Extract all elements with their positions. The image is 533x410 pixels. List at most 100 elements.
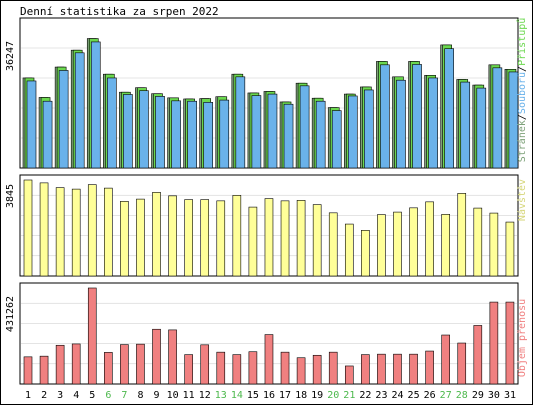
visits-bar-day-10 xyxy=(168,195,177,277)
day-label-15: 15 xyxy=(247,390,259,401)
kbytes-bar-day-29 xyxy=(473,325,483,385)
hits-bar-day-30 xyxy=(492,67,503,169)
day-label-27: 27 xyxy=(440,390,452,401)
day-label-13: 13 xyxy=(215,390,227,401)
hits-bar-day-2 xyxy=(42,100,53,169)
visits-bar-day-16 xyxy=(264,198,274,277)
visits-bar-day-25 xyxy=(409,207,418,277)
hits-bar-day-1 xyxy=(26,80,37,169)
day-label-31: 31 xyxy=(504,390,516,401)
kbytes-bar-day-10 xyxy=(168,329,177,385)
kbytes-bar-day-3 xyxy=(55,344,65,385)
visits-bar-day-18 xyxy=(296,200,306,277)
bot-max-label: 431262 xyxy=(5,296,16,332)
kbytes-bar-day-31 xyxy=(505,301,515,385)
hits-bar-day-21 xyxy=(347,95,358,169)
visits-bar-day-12 xyxy=(200,199,210,277)
hits-bar-day-10 xyxy=(171,100,181,169)
day-label-8: 8 xyxy=(137,390,143,401)
kbytes-bar-day-30 xyxy=(489,301,499,385)
visits-bar-day-5 xyxy=(87,184,97,277)
visits-bar-day-28 xyxy=(457,193,467,277)
kbytes-bar-day-11 xyxy=(184,354,193,385)
kbytes-bar-day-12 xyxy=(200,344,210,385)
hits-bar-day-31 xyxy=(508,71,519,169)
hits-bar-day-29 xyxy=(476,87,487,169)
kbytes-bar-day-13 xyxy=(216,351,226,385)
visits-bar-day-4 xyxy=(71,188,81,277)
day-label-30: 30 xyxy=(488,390,500,401)
day-label-11: 11 xyxy=(183,390,195,401)
day-label-5: 5 xyxy=(89,390,95,401)
hits-bar-day-13 xyxy=(219,99,230,169)
visits-bar-day-1 xyxy=(23,179,33,277)
hits-bar-day-15 xyxy=(251,95,262,169)
day-label-9: 9 xyxy=(154,390,160,401)
visits-bar-day-11 xyxy=(184,199,193,277)
day-label-7: 7 xyxy=(121,390,127,401)
hits-bar-day-22 xyxy=(364,89,374,169)
day-label-12: 12 xyxy=(199,390,211,401)
hits-bar-day-20 xyxy=(331,110,342,169)
kbytes-bar-day-14 xyxy=(232,354,242,385)
day-label-3: 3 xyxy=(57,390,63,401)
day-label-18: 18 xyxy=(295,390,307,401)
visits-bar-day-21 xyxy=(344,223,354,277)
visits-bar-day-23 xyxy=(377,214,386,277)
visits-bar-day-19 xyxy=(312,204,322,277)
hits-bar-day-12 xyxy=(203,102,214,169)
kbytes-bar-day-8 xyxy=(136,343,145,385)
kbytes-bar-day-19 xyxy=(312,354,322,385)
day-label-26: 26 xyxy=(424,390,436,401)
kbytes-bar-day-22 xyxy=(361,354,370,385)
hits-bar-day-8 xyxy=(139,90,149,169)
legend-visits: Návštěv xyxy=(516,179,528,221)
visits-bar-day-24 xyxy=(393,211,402,277)
day-label-21: 21 xyxy=(343,390,355,401)
chart-title: Denní statistika za srpen 2022 xyxy=(20,5,219,18)
visits-bar-day-13 xyxy=(216,200,226,277)
visits-bar-day-30 xyxy=(489,212,499,277)
kbytes-bar-day-27 xyxy=(441,334,450,385)
hits-bar-day-25 xyxy=(412,64,422,169)
kbytes-bar-day-17 xyxy=(280,351,290,385)
kbytes-bar-day-21 xyxy=(344,365,354,385)
visits-bar-day-9 xyxy=(152,192,161,277)
hits-bar-day-6 xyxy=(107,77,117,169)
legend-hits: Přístupů xyxy=(516,18,528,66)
visits-bar-day-3 xyxy=(55,187,65,277)
kbytes-bar-day-5 xyxy=(87,287,97,385)
kbytes-bar-day-24 xyxy=(393,353,402,385)
kbytes-bar-day-23 xyxy=(377,353,386,385)
hits-bar-day-4 xyxy=(74,52,85,169)
day-label-17: 17 xyxy=(279,390,291,401)
visits-bar-day-17 xyxy=(280,200,290,277)
mid-max-label: 3845 xyxy=(5,184,16,208)
day-label-19: 19 xyxy=(311,390,323,401)
legend-top: Stránek/Souborů/Přístupů xyxy=(516,18,528,163)
day-label-16: 16 xyxy=(263,390,275,401)
visits-bar-day-2 xyxy=(39,182,49,277)
visits-bar-day-20 xyxy=(328,212,338,277)
top-max-label: 36247 xyxy=(5,41,16,71)
kbytes-bar-day-18 xyxy=(296,357,306,385)
traffic-volume-panel xyxy=(19,282,519,385)
hits-bar-day-7 xyxy=(123,94,133,169)
day-label-28: 28 xyxy=(456,390,468,401)
kbytes-bar-day-4 xyxy=(71,343,81,385)
visits-bar-day-31 xyxy=(505,221,515,277)
visits-panel xyxy=(19,174,519,277)
day-label-23: 23 xyxy=(375,390,387,401)
kbytes-bar-day-6 xyxy=(104,352,113,385)
visits-bar-day-8 xyxy=(136,198,145,277)
hits-bar-day-28 xyxy=(460,81,471,169)
hits-bar-day-27 xyxy=(444,48,454,169)
kbytes-bar-day-25 xyxy=(409,353,418,385)
legend-sep-2: / xyxy=(517,66,528,72)
visits-bar-day-6 xyxy=(104,187,113,277)
day-label-20: 20 xyxy=(327,390,339,401)
visits-bar-day-29 xyxy=(473,207,483,277)
kbytes-bar-day-16 xyxy=(264,334,274,385)
day-label-10: 10 xyxy=(167,390,179,401)
visits-bar-day-26 xyxy=(425,201,434,277)
